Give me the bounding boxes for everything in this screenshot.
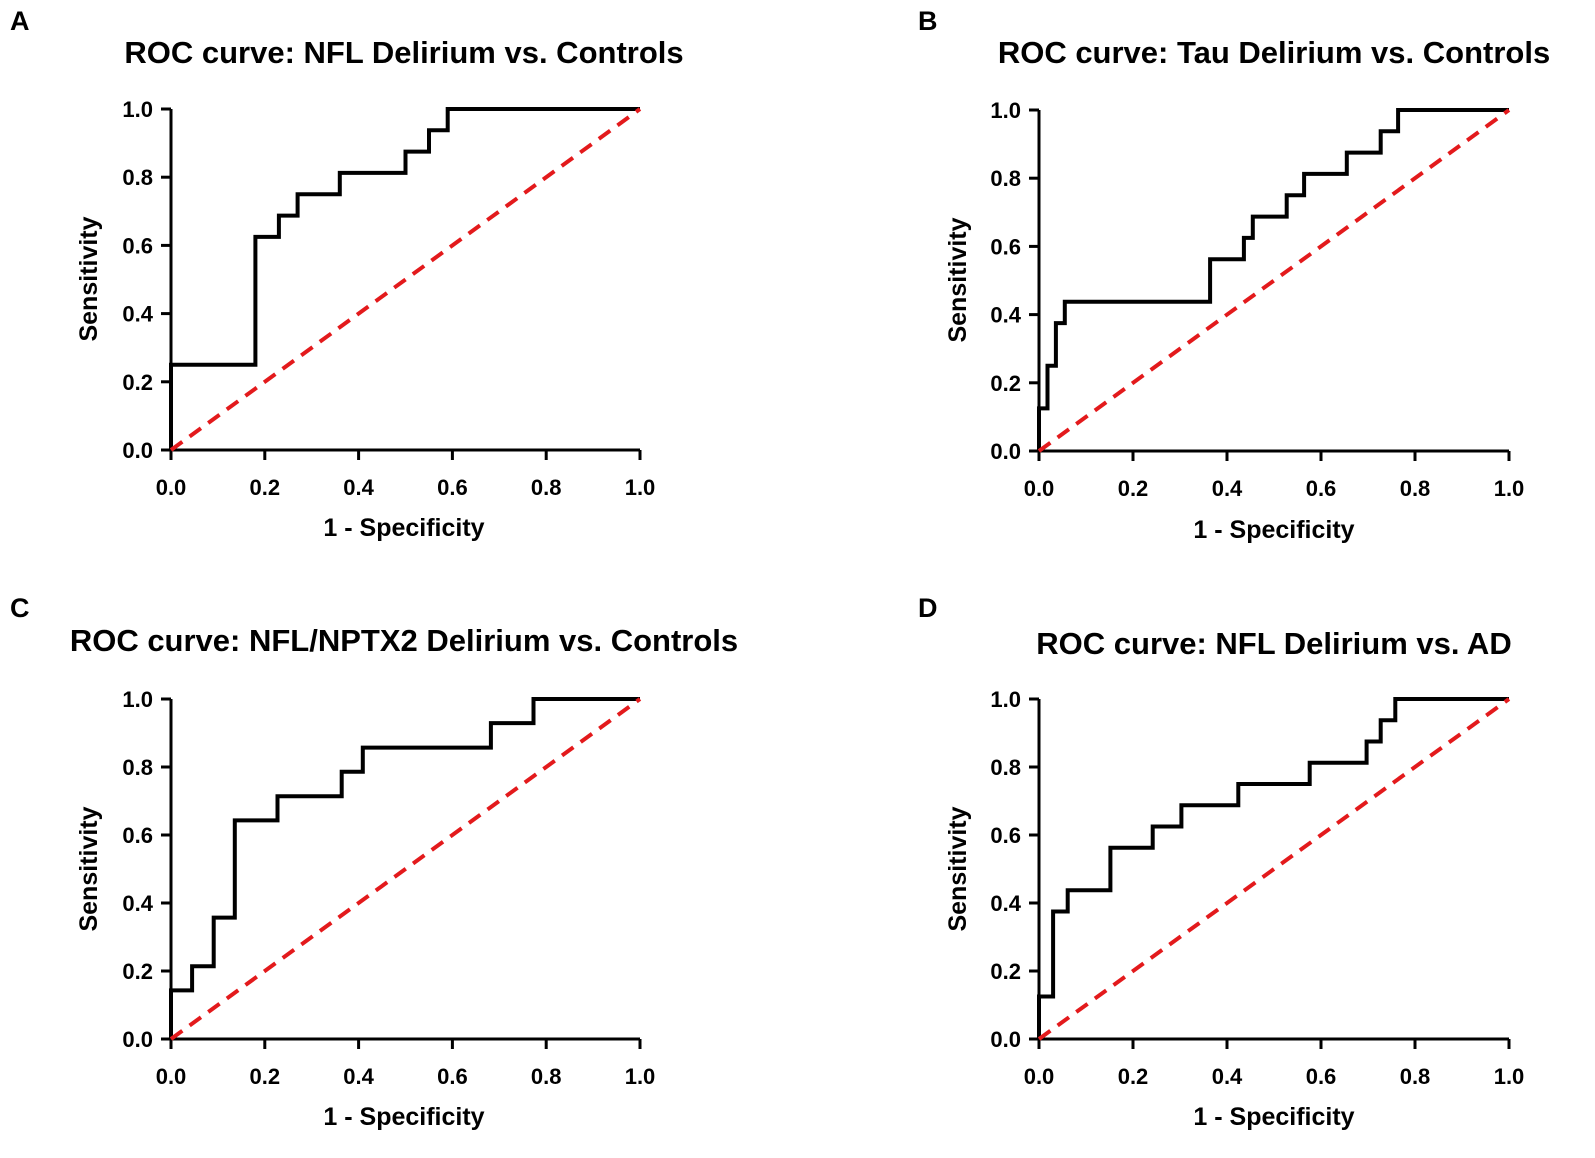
reference-line	[1037, 108, 1511, 453]
x-axis-title: 1 - Specificity	[323, 1103, 484, 1131]
roc-curve	[169, 107, 640, 450]
y-tick-label: 0.8	[122, 165, 153, 190]
y-tick-label: 0.0	[122, 438, 153, 463]
y-tick-label: 0.6	[990, 823, 1021, 848]
y-tick-label: 0.4	[122, 302, 153, 327]
y-tick-label: 0.4	[122, 891, 153, 916]
chart-title: ROC curve: NFL/NPTX2 Delirium vs. Contro…	[70, 623, 738, 658]
y-tick-label: 0.0	[122, 1027, 153, 1052]
x-tick-label: 0.4	[1212, 476, 1243, 501]
y-tick-label: 0.8	[122, 755, 153, 780]
panel-c: C ROC curve: NFL/NPTX2 Delirium vs. Contr…	[10, 593, 738, 1131]
x-tick-label: 0.4	[1212, 1064, 1243, 1089]
x-tick-label: 0.0	[1024, 1064, 1055, 1089]
x-tick-label: 0.8	[1400, 1064, 1431, 1089]
chart-title: ROC curve: NFL Delirium vs. Controls	[124, 35, 683, 70]
x-tick-label: 0.0	[156, 1064, 187, 1089]
x-tick-label: 0.2	[1118, 1064, 1149, 1089]
y-tick-label: 0.6	[122, 233, 153, 258]
roc-curve	[1037, 108, 1509, 451]
y-tick-label: 0.6	[990, 234, 1021, 259]
x-tick-label: 0.2	[250, 475, 281, 500]
y-tick-label: 0.2	[122, 959, 153, 984]
x-tick-label: 0.8	[1400, 476, 1431, 501]
panel-letter: D	[918, 593, 938, 623]
y-tick-label: 0.2	[990, 959, 1021, 984]
y-axis-title: Sensitivity	[75, 216, 103, 341]
y-tick-label: 1.0	[122, 687, 153, 712]
y-tick-label: 1.0	[990, 98, 1021, 123]
y-axis-title: Sensitivity	[944, 806, 972, 931]
y-tick-label: 0.8	[990, 755, 1021, 780]
x-tick-label: 0.0	[156, 475, 187, 500]
panel-letter: B	[918, 6, 938, 36]
x-tick-label: 0.6	[437, 475, 468, 500]
x-tick-label: 1.0	[1494, 476, 1525, 501]
y-tick-label: 0.8	[990, 166, 1021, 191]
panel-d: D ROC curve: NFL Delirium vs. AD 0.0 0.2 0.4…	[918, 593, 1524, 1131]
y-tick-label: 0.0	[990, 439, 1021, 464]
reference-line	[1037, 697, 1511, 1041]
x-tick-label: 1.0	[1494, 1064, 1525, 1089]
x-tick-label: 1.0	[625, 475, 656, 500]
panel-b: B ROC curve: Tau Delirium vs. Controls 0.0…	[918, 6, 1550, 544]
panel-letter: C	[10, 593, 30, 623]
chart-title: ROC curve: NFL Delirium vs. AD	[1036, 626, 1511, 661]
x-tick-label: 0.4	[343, 475, 374, 500]
x-axis-title: 1 - Specificity	[1193, 1103, 1354, 1131]
x-tick-label: 0.4	[343, 1064, 374, 1089]
x-tick-label: 0.6	[437, 1064, 468, 1089]
reference-line	[169, 697, 642, 1041]
reference-line	[169, 107, 642, 452]
y-tick-label: 0.4	[990, 303, 1021, 328]
y-tick-label: 1.0	[122, 97, 153, 122]
x-tick-label: 0.6	[1306, 476, 1337, 501]
y-tick-label: 0.0	[990, 1027, 1021, 1052]
x-tick-label: 1.0	[625, 1064, 656, 1089]
x-axis-title: 1 - Specificity	[323, 514, 484, 542]
chart-title: ROC curve: Tau Delirium vs. Controls	[998, 35, 1550, 70]
roc-curve	[169, 697, 640, 1039]
x-tick-label: 0.0	[1024, 476, 1055, 501]
y-tick-label: 0.2	[122, 370, 153, 395]
x-tick-label: 0.8	[531, 475, 562, 500]
y-tick-label: 0.2	[990, 371, 1021, 396]
panel-letter: A	[10, 6, 30, 36]
y-tick-label: 1.0	[990, 687, 1021, 712]
x-tick-label: 0.8	[531, 1064, 562, 1089]
panel-a: A ROC curve: NFL Delirium vs. Controls 0.0…	[10, 6, 684, 542]
y-axis-title: Sensitivity	[75, 806, 103, 931]
x-tick-label: 0.6	[1306, 1064, 1337, 1089]
roc-curve	[1037, 697, 1509, 1039]
x-tick-label: 0.2	[250, 1064, 281, 1089]
x-tick-label: 0.2	[1118, 476, 1149, 501]
y-axis-title: Sensitivity	[944, 217, 972, 342]
y-tick-label: 0.6	[122, 823, 153, 848]
y-tick-label: 0.4	[990, 891, 1021, 916]
x-axis-title: 1 - Specificity	[1193, 516, 1354, 544]
